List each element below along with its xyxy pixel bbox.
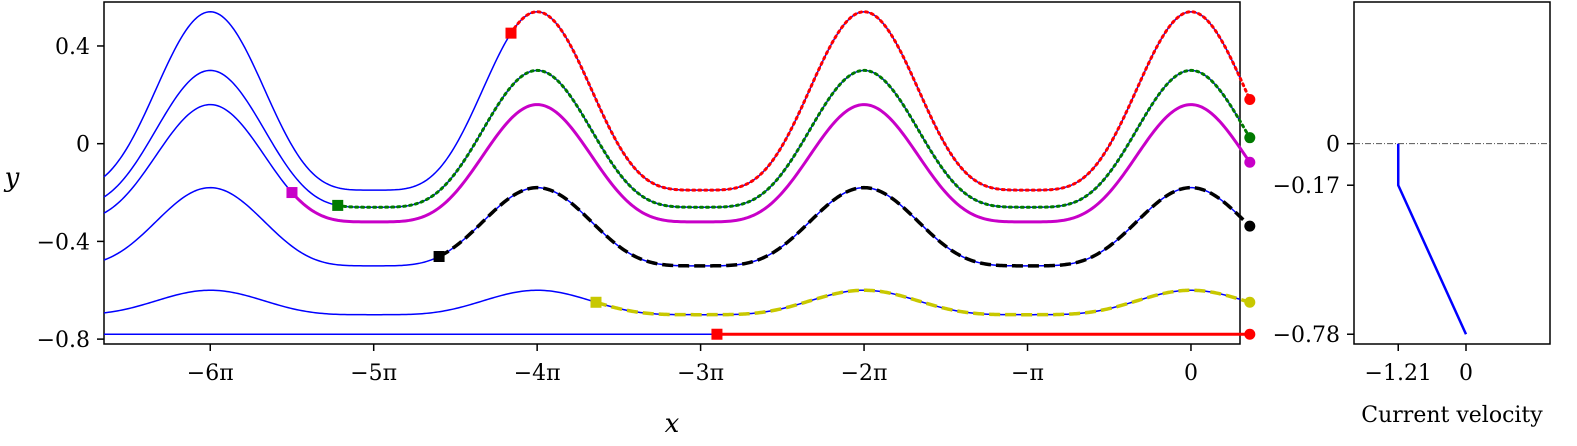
trajectory-end-marker-1 — [1244, 132, 1256, 144]
streamline-3 — [103, 186, 1241, 267]
trajectory-2 — [290, 103, 1252, 224]
velocity-y-ticks: 0 −0.17 −0.78 — [1273, 133, 1354, 348]
main-y-tick-label-3: −0.8 — [37, 328, 90, 353]
trajectory-3 — [438, 185, 1252, 268]
velocity-y-tick-label-0: 0 — [1326, 133, 1340, 158]
main-x-tick-label-1: −5π — [350, 361, 397, 386]
main-plot-frame — [103, 1, 1241, 345]
trajectories — [290, 10, 1252, 336]
velocity-profile-line — [1396, 143, 1468, 335]
main-x-tick-label-2: −4π — [514, 361, 561, 386]
main-y-axis-label: y — [4, 163, 20, 193]
velocity-plot: −1.21 0 0 −0.17 −0.78 Current velocity — [1273, 1, 1551, 428]
trajectory-0 — [509, 10, 1252, 192]
streamline-0 — [103, 11, 1241, 191]
trajectory-start-marker-0 — [505, 27, 517, 39]
main-y-tick-label-0: 0.4 — [55, 35, 90, 60]
trajectory-start-marker-5 — [711, 328, 723, 340]
trajectory-start-marker-2 — [286, 187, 298, 199]
trajectory-1 — [336, 68, 1252, 209]
velocity-y-tick-label-1: −0.17 — [1273, 174, 1340, 199]
trajectory-start-marker-1 — [332, 199, 344, 211]
main-x-tick-label-0: −6π — [187, 361, 234, 386]
main-x-ticks: −6π −5π −4π −3π −2π −π 0 — [187, 344, 1198, 386]
streamlines — [103, 11, 1241, 335]
velocity-plot-frame — [1353, 1, 1551, 345]
main-x-tick-label-5: −π — [1011, 361, 1044, 386]
main-plot: −6π −5π −4π −3π −2π −π 0 0.4 0 −0.4 −0.8 x y — [4, 1, 1256, 439]
trajectory-end-marker-4 — [1244, 296, 1256, 308]
trajectory-start-marker-3 — [433, 250, 445, 262]
velocity-y-tick-label-2: −0.78 — [1273, 323, 1340, 348]
main-y-tick-label-2: −0.4 — [37, 230, 90, 255]
velocity-x-tick-label-1: 0 — [1459, 361, 1473, 386]
trajectory-end-marker-5 — [1244, 328, 1256, 340]
streamline-4 — [103, 289, 1241, 316]
main-x-tick-label-3: −3π — [677, 361, 724, 386]
main-x-tick-label-4: −2π — [841, 361, 888, 386]
velocity-x-tick-label-0: −1.21 — [1365, 361, 1432, 386]
trajectory-end-marker-2 — [1244, 156, 1256, 168]
main-x-tick-label-6: 0 — [1184, 361, 1198, 386]
trajectory-4 — [595, 288, 1251, 317]
trajectory-end-marker-3 — [1244, 220, 1256, 232]
velocity-x-ticks: −1.21 0 — [1365, 344, 1473, 386]
trajectory-markers — [286, 27, 1256, 340]
main-y-ticks: 0.4 0 −0.4 −0.8 — [37, 35, 104, 353]
velocity-x-axis-label: Current velocity — [1361, 403, 1543, 428]
main-x-axis-label: x — [665, 409, 680, 439]
trajectory-end-marker-0 — [1244, 93, 1256, 105]
main-y-tick-label-1: 0 — [76, 133, 90, 158]
trajectory-start-marker-4 — [590, 296, 602, 308]
